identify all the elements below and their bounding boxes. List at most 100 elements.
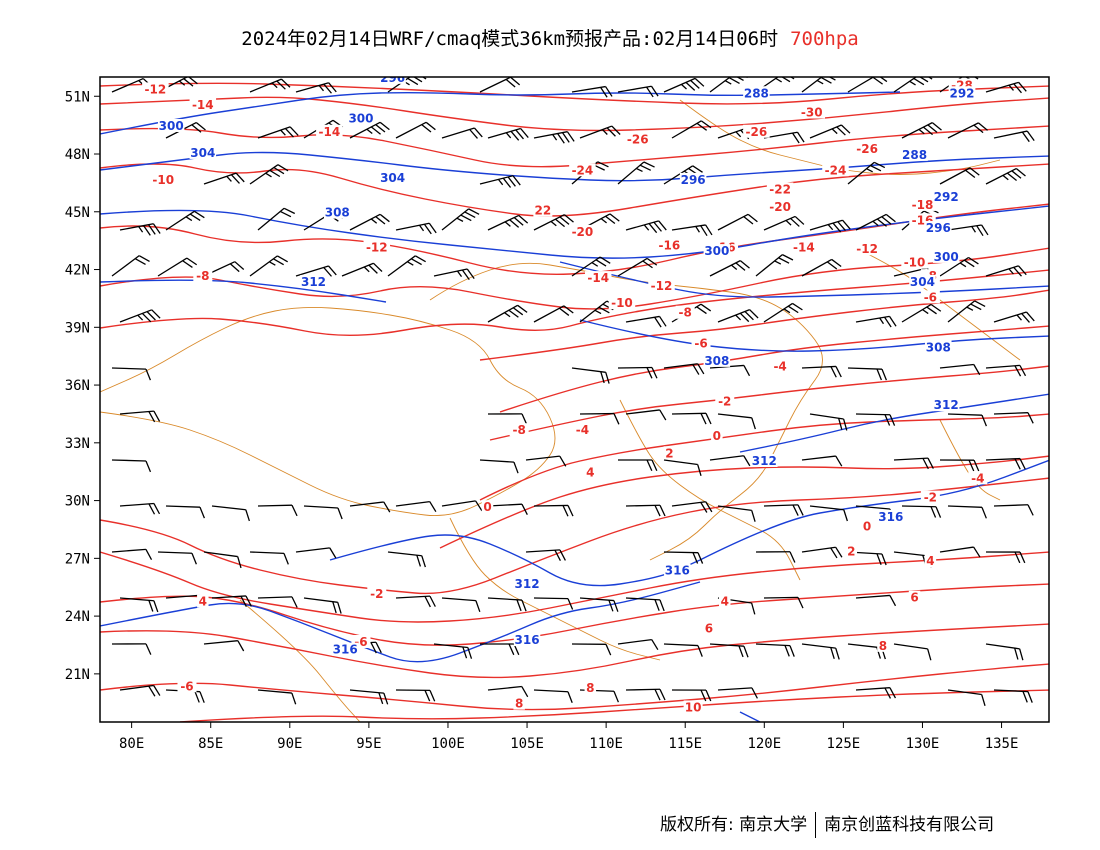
wind-barb (993, 689, 1033, 703)
wind-barb (663, 77, 705, 93)
temperature-label: -20 (769, 200, 791, 214)
lon-label: 110E (589, 736, 623, 752)
temperature-label-bg (715, 394, 735, 408)
temperature-label: -14 (587, 271, 609, 285)
wind-barb (111, 643, 152, 655)
temperature-label: -20 (572, 225, 594, 239)
wind-barb (433, 643, 473, 659)
wind-barb (809, 124, 851, 139)
wind-barb (939, 459, 980, 472)
temperature-label: -6 (694, 337, 707, 351)
temperature-label-bg (533, 203, 553, 217)
temperature-label-bg (193, 269, 213, 283)
temperature-label-bg (861, 519, 873, 533)
wind-barb (671, 689, 712, 702)
wind-barb (763, 302, 803, 323)
height-label: 300 (704, 244, 729, 258)
lat-label: 27N (65, 551, 90, 567)
wind-barb (671, 224, 713, 237)
copyright-separator (815, 812, 817, 838)
wind-barb (525, 455, 567, 467)
wind-barb (211, 505, 251, 522)
temperature-label: -12 (651, 279, 673, 293)
height-label-bg (513, 633, 541, 647)
temperature-contour (100, 583, 1049, 646)
temperature-contour (179, 689, 1049, 722)
height-label-bg (513, 577, 541, 591)
height-contour (100, 581, 701, 663)
wind-barb (119, 410, 161, 423)
temperature-label: -12 (366, 240, 388, 254)
temperature-contour (100, 125, 1049, 168)
lon-label: 100E (431, 736, 465, 752)
height-label-bg (347, 111, 375, 125)
temperature-label: 10 (685, 700, 702, 714)
temperature-label: 8 (515, 697, 523, 711)
wind-barb (579, 597, 619, 612)
lat-label: 39N (65, 320, 90, 336)
wind-barb (625, 688, 666, 701)
temperature-label-bg (569, 163, 596, 177)
temperature-label-bg (624, 132, 652, 146)
border-line (429, 262, 823, 561)
wind-barb (257, 504, 298, 517)
height-label-bg (932, 190, 960, 204)
wind-barb (717, 505, 756, 522)
temperature-label: -6 (180, 679, 193, 693)
wind-barb (939, 546, 981, 558)
temperature-label: 22 (535, 204, 552, 218)
wind-barb (257, 207, 296, 231)
wind-barb (801, 455, 843, 467)
height-label-bg (909, 274, 936, 288)
wind-barb (709, 77, 748, 93)
temperature-label-bg (691, 336, 711, 350)
temperature-label-bg (509, 423, 529, 437)
wind-barb (801, 643, 840, 660)
temperature-label: -22 (769, 183, 791, 197)
wind-barb (533, 305, 574, 323)
wind-barb (487, 413, 528, 425)
temperature-contour (100, 623, 1049, 679)
wind-barb (709, 455, 751, 467)
wind-barb (985, 551, 1026, 564)
wind-barb (901, 122, 942, 139)
temperature-label: -10 (611, 296, 633, 310)
height-label: 312 (934, 398, 959, 412)
height-label: 300 (348, 111, 373, 125)
height-label-bg (925, 340, 952, 354)
wind-barb (985, 457, 1026, 470)
temperature-contour (499, 325, 1049, 413)
temperature-contour (100, 269, 1049, 336)
wind-barb (157, 551, 197, 565)
temperature-label-bg (766, 182, 794, 196)
temperature-contour (100, 247, 1049, 310)
wind-barb (111, 459, 152, 473)
temperature-label: -4 (971, 471, 984, 485)
wind-barb (947, 224, 989, 237)
temperature-label-bg (853, 242, 881, 256)
temperature-label: -8 (196, 269, 209, 283)
height-label: 288 (902, 148, 927, 162)
wind-barb (625, 315, 667, 328)
height-label: 304 (190, 146, 215, 160)
wind-barb (487, 503, 528, 515)
temperature-label-bg (572, 423, 592, 437)
wind-barb (387, 551, 426, 568)
height-label: 308 (926, 340, 951, 354)
wind-barb (395, 595, 436, 608)
temperature-label: -10 (904, 256, 926, 270)
height-label-bg (751, 454, 778, 467)
temperature-label-bg (150, 172, 177, 186)
temperature-label: -12 (145, 82, 167, 96)
wind-barb (993, 311, 1035, 323)
wind-barb (157, 257, 198, 277)
temperature-label: -4 (576, 423, 589, 437)
lon-label: 85E (198, 736, 223, 752)
height-label-bg (703, 244, 731, 258)
wind-barb (111, 548, 153, 561)
temperature-label: 8 (586, 681, 594, 695)
temperature-label-bg (367, 586, 387, 600)
height-label-bg (379, 170, 406, 184)
axes: 51N 48N 45N 42N 39N 36N 33N 30N 27N 24N 21N 80E 85E 9… (65, 89, 1019, 752)
